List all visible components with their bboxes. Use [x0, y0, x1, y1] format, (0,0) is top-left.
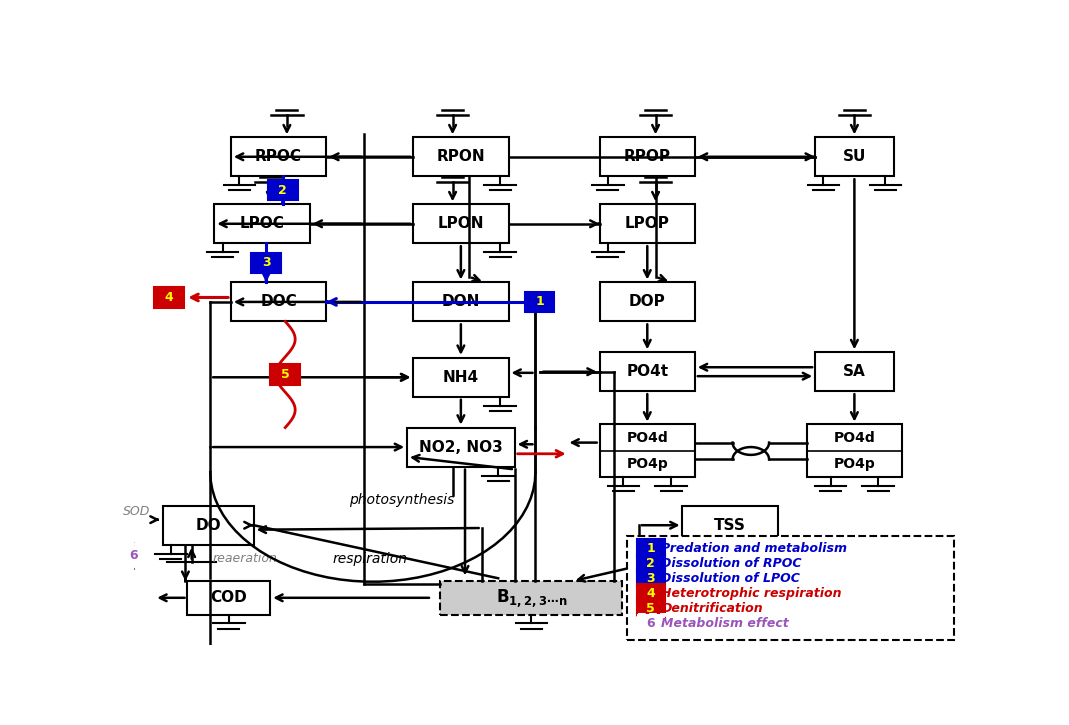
Text: LPON: LPON	[437, 216, 484, 231]
Bar	[636, 554, 665, 573]
Text: COD: COD	[211, 590, 247, 605]
Bar	[815, 352, 894, 392]
Text: 4: 4	[647, 587, 655, 600]
Bar	[268, 181, 297, 200]
Text: PO4d: PO4d	[834, 431, 876, 444]
Text: DON: DON	[441, 294, 480, 310]
Bar	[407, 428, 515, 467]
Bar	[414, 357, 509, 397]
Text: photosynthesis: photosynthesis	[348, 493, 454, 507]
Text: 4: 4	[165, 291, 173, 304]
Bar	[636, 569, 665, 588]
Text: PO4t: PO4t	[626, 364, 668, 379]
Bar	[414, 137, 509, 176]
Bar	[154, 287, 184, 307]
Text: reaeration: reaeration	[213, 552, 277, 566]
Text: SOD: SOD	[123, 505, 150, 518]
Text: 3: 3	[647, 572, 655, 585]
Text: PO4p: PO4p	[834, 457, 876, 471]
Bar	[815, 137, 894, 176]
Text: Denitrification: Denitrification	[662, 602, 763, 615]
Text: RPOP: RPOP	[624, 149, 670, 165]
Text: Metabolism effect: Metabolism effect	[662, 616, 789, 629]
Bar	[231, 137, 326, 176]
Bar	[119, 546, 149, 566]
Text: Predation and metabolism: Predation and metabolism	[662, 542, 848, 555]
Text: DO: DO	[196, 518, 221, 533]
Text: 1: 1	[647, 542, 655, 555]
Text: 6: 6	[647, 616, 655, 629]
Text: 1: 1	[536, 295, 544, 308]
Bar	[414, 204, 509, 244]
Text: DOP: DOP	[629, 294, 666, 310]
Bar	[251, 253, 281, 273]
Text: 3: 3	[262, 257, 270, 270]
Bar	[636, 599, 665, 618]
Text: SU: SU	[842, 149, 866, 165]
Bar	[626, 536, 954, 639]
Bar	[636, 584, 665, 602]
Text: SA: SA	[843, 364, 866, 379]
Text: DOC: DOC	[260, 294, 297, 310]
Text: NH4: NH4	[443, 370, 479, 385]
Bar	[600, 424, 695, 478]
Bar	[600, 204, 695, 244]
Bar	[440, 581, 622, 615]
Bar	[187, 581, 270, 615]
Bar	[270, 365, 300, 384]
Text: TSS: TSS	[714, 518, 746, 533]
Bar	[231, 283, 326, 321]
Bar	[215, 204, 310, 244]
Bar	[414, 283, 509, 321]
Bar	[600, 137, 695, 176]
Bar	[807, 424, 902, 478]
Bar	[636, 539, 665, 558]
Text: PO4d: PO4d	[626, 431, 668, 444]
Bar	[525, 292, 555, 312]
Text: 6: 6	[129, 550, 138, 563]
Text: PO4p: PO4p	[626, 457, 668, 471]
Text: respiration: respiration	[332, 552, 407, 566]
Text: Dissolution of LPOC: Dissolution of LPOC	[662, 572, 801, 585]
Bar	[600, 283, 695, 321]
Text: 2: 2	[278, 183, 288, 196]
Text: 5: 5	[647, 602, 655, 615]
Text: light: light	[690, 559, 721, 573]
Text: RPOC: RPOC	[255, 149, 303, 165]
Bar	[600, 352, 695, 392]
Text: LPOC: LPOC	[239, 216, 284, 231]
Text: 2: 2	[647, 557, 655, 570]
Text: LPOP: LPOP	[625, 216, 669, 231]
Text: Dissolution of RPOC: Dissolution of RPOC	[662, 557, 802, 570]
Text: NO2, NO3: NO2, NO3	[419, 439, 502, 455]
Text: RPON: RPON	[436, 149, 485, 165]
Text: $\mathbf{B_{1,2,3{\cdots}n}}$: $\mathbf{B_{1,2,3{\cdots}n}}$	[496, 587, 567, 609]
Text: Heterotrophic respiration: Heterotrophic respiration	[662, 587, 842, 600]
Bar	[162, 506, 253, 544]
Bar	[636, 613, 665, 633]
Text: 5: 5	[281, 368, 290, 381]
Bar	[682, 506, 778, 544]
